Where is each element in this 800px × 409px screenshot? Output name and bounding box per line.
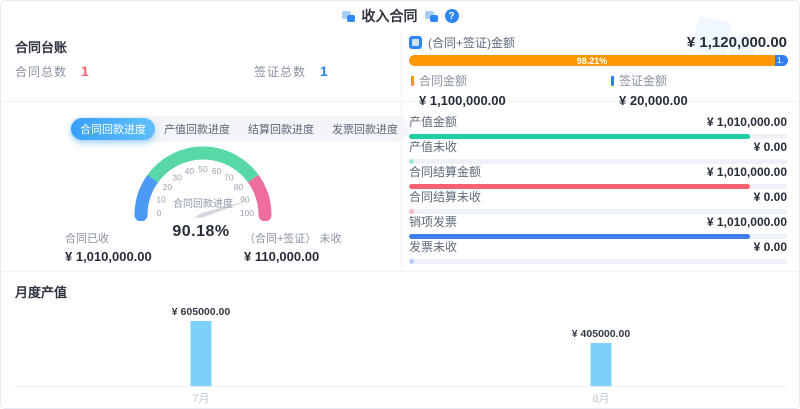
bar-value-label: ¥ 605000.00	[171, 306, 231, 318]
contract-unreceived: （合同+签证） 未收 ¥ 110,000.00	[244, 230, 341, 264]
gauge-tick-label: 70	[224, 172, 234, 182]
metric-settlement-amount: 合同结算金额 ¥ 1,010,000.00	[409, 163, 787, 189]
metric-bar-track	[409, 234, 787, 239]
x-axis-label: 7月	[192, 393, 210, 405]
metric-bar-fill	[409, 234, 750, 239]
gauge-tick-label: 90	[240, 194, 250, 204]
folder-icon-right	[424, 10, 438, 22]
legend-marker	[411, 75, 414, 86]
legend-value: ¥ 1,100,000.00	[419, 93, 506, 108]
metric-bar-track	[409, 159, 787, 164]
stat-label: 签证总数	[254, 65, 307, 79]
metric-output-unreceived: 产值未收 ¥ 0.00	[409, 138, 787, 164]
metric-bar-fill	[409, 209, 414, 214]
legend-label: 合同金额	[419, 74, 468, 88]
help-icon[interactable]: ?	[444, 9, 459, 23]
summary-label: (合同+签证)金额	[428, 36, 516, 50]
total-label: 合同已收	[65, 233, 109, 245]
gauge-tick-label: 60	[212, 166, 222, 176]
gauge-title: 合同回款进度	[173, 197, 233, 210]
bar-value-label: ¥ 405000.00	[571, 328, 631, 340]
divider	[401, 31, 402, 271]
total-label: （合同+签证） 未收	[244, 233, 342, 245]
contract-amount-segment: 98.21%	[409, 55, 775, 66]
legend-contract-amount: 合同金额 ¥ 1,100,000.00	[411, 72, 506, 108]
metric-bar-fill	[409, 259, 414, 264]
legend-visa-amount: 签证金额 ¥ 20,000.00	[611, 72, 688, 108]
total-value: ¥ 1,010,000.00	[65, 249, 152, 264]
metric-bar-track	[409, 134, 787, 139]
gauge-tick-label: 10	[156, 194, 166, 204]
stat-value: 1	[320, 63, 328, 79]
stat-label: 合同总数	[15, 65, 68, 79]
stat-visa-total: 签证总数 1	[254, 63, 328, 80]
gauge-tick-label: 100	[240, 208, 254, 218]
ledger-title: 合同台账	[15, 40, 68, 55]
monthly-bar-chart: ¥ 605000.00 7月 ¥ 405000.00 8月	[1, 277, 799, 408]
metric-value: ¥ 1,010,000.00	[706, 215, 787, 229]
metric-output-invoice: 销项发票 ¥ 1,010,000.00	[409, 213, 787, 239]
stat-value: 1	[81, 63, 89, 79]
page-title: 收入合同	[361, 8, 418, 24]
metric-invoice-unreceived: 发票未收 ¥ 0.00	[409, 238, 787, 264]
metric-bar-track	[409, 209, 787, 214]
metric-label: 合同结算金额	[409, 165, 482, 179]
gauge-tick-label: 40	[185, 166, 195, 176]
month-bar	[590, 343, 612, 386]
metric-value: ¥ 1,010,000.00	[706, 115, 787, 129]
tab-invoice-repayment[interactable]: 发票回款进度	[332, 124, 398, 136]
gauge-tick-label: 50	[198, 164, 208, 174]
folder-icon-left	[341, 10, 355, 22]
progress-tabs: 合同回款进度 产值回款进度 结算回款进度 发票回款进度	[69, 116, 409, 142]
contract-received: 合同已收 ¥ 1,010,000.00	[65, 230, 152, 264]
gauge-tick-label: 30	[172, 172, 182, 182]
visa-amount-segment: 1.	[775, 55, 788, 66]
metric-bar-track	[409, 259, 787, 264]
total-value: ¥ 110,000.00	[244, 249, 320, 264]
metric-label: 销项发票	[409, 215, 458, 229]
metric-label: 合同结算未收	[409, 190, 482, 204]
page-header: 收入合同 ?	[1, 1, 799, 31]
gauge-tick-label: 20	[163, 182, 173, 192]
summary-stacked-bar: 98.21% 1.	[409, 55, 788, 66]
monthly-output-title: 月度产值	[15, 285, 68, 300]
stat-contract-total: 合同总数 1	[15, 63, 89, 80]
gauge-tick-label: 0	[157, 208, 162, 218]
metric-settlement-unreceived: 合同结算未收 ¥ 0.00	[409, 188, 787, 214]
legend-value: ¥ 20,000.00	[619, 93, 688, 108]
gauge-tick-label: 80	[234, 182, 244, 192]
metric-label: 产值未收	[409, 140, 458, 154]
tab-settlement-repayment[interactable]: 结算回款进度	[248, 124, 314, 136]
x-axis-line	[15, 386, 787, 387]
gauge-percent: 90.18%	[172, 223, 230, 240]
metric-bar-fill	[409, 159, 414, 164]
summary-amount: ¥ 1,120,000.00	[686, 34, 787, 51]
divider	[1, 101, 799, 102]
metric-label: 发票未收	[409, 240, 458, 254]
x-axis-label: 8月	[592, 393, 610, 405]
tab-output-repayment[interactable]: 产值回款进度	[164, 124, 230, 136]
metric-bar-fill	[409, 184, 750, 189]
legend-marker	[611, 75, 614, 86]
tab-contract-repayment[interactable]: 合同回款进度	[71, 118, 155, 140]
legend-label: 签证金额	[619, 74, 668, 88]
document-icon	[409, 36, 422, 49]
metric-value: ¥ 0.00	[753, 240, 787, 254]
metric-value: ¥ 0.00	[753, 140, 787, 154]
summary-header: (合同+签证)金额 ¥ 1,120,000.00	[409, 34, 787, 51]
metric-bar-track	[409, 184, 787, 189]
month-bar	[190, 321, 212, 386]
gauge-end-cap	[134, 208, 148, 221]
gauge-segment	[147, 146, 259, 183]
gauge-end-cap	[258, 208, 272, 221]
metric-bar-fill	[409, 134, 750, 139]
metric-value: ¥ 1,010,000.00	[706, 165, 787, 179]
divider	[1, 271, 799, 272]
metric-value: ¥ 0.00	[753, 190, 787, 204]
gauge-needle	[193, 200, 249, 219]
metric-output-amount: 产值金额 ¥ 1,010,000.00	[409, 113, 787, 139]
metric-label: 产值金额	[409, 115, 458, 129]
